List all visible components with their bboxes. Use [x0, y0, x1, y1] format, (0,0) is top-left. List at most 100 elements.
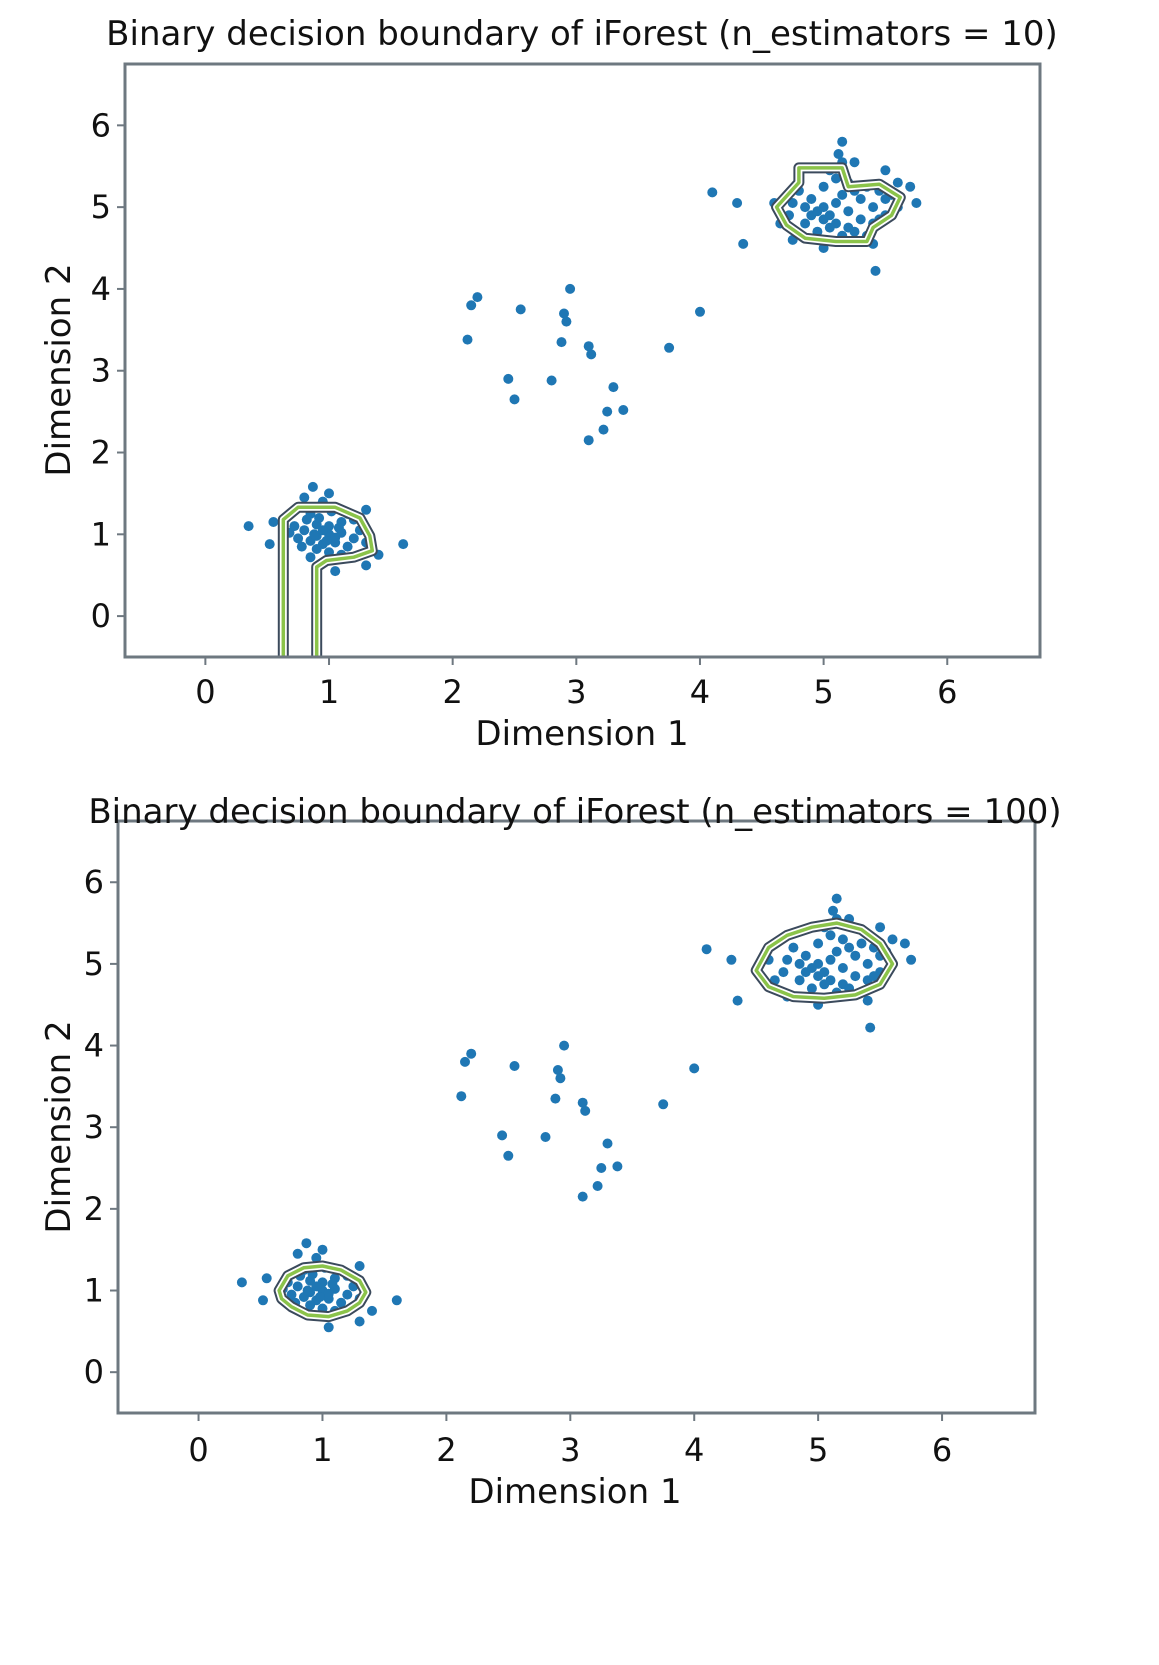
- scatter-point: [299, 525, 310, 536]
- scatter-point: [299, 492, 310, 503]
- scatter-point: [862, 958, 873, 969]
- scatter-point: [787, 198, 798, 208]
- scatter-point: [782, 954, 793, 965]
- scatter-point: [317, 525, 328, 536]
- scatter-point: [462, 334, 473, 345]
- x-tick-label: 0: [188, 1431, 208, 1469]
- x-tick-label: 3: [566, 673, 586, 711]
- scatter-point: [806, 963, 817, 973]
- scatter-point: [689, 1063, 700, 1074]
- scatter-point: [258, 1295, 268, 1306]
- scatter-point: [580, 1105, 591, 1116]
- scatter-point: [305, 1300, 316, 1311]
- scatter-point: [503, 1150, 514, 1161]
- x-tick-label: 3: [560, 1431, 580, 1469]
- scatter-point: [707, 187, 718, 198]
- scatter-point: [899, 938, 910, 949]
- y-tick-label: 4: [91, 270, 111, 308]
- y-tick-label: 3: [91, 352, 111, 390]
- scatter-point: [824, 210, 835, 221]
- scatter-point: [813, 938, 824, 949]
- scatter-point: [314, 513, 325, 523]
- scatter-point: [892, 177, 903, 188]
- scatter-point: [855, 194, 866, 204]
- scatter-point: [302, 1285, 313, 1296]
- scatter-point: [794, 975, 805, 986]
- scatter-point: [292, 1281, 303, 1292]
- x-tick-label: 4: [684, 1431, 704, 1469]
- scatter-point: [833, 149, 844, 159]
- scatter-point: [472, 292, 483, 303]
- y-axis-label: Dimension 2: [39, 1020, 79, 1233]
- scatter-point: [296, 541, 307, 552]
- scatter-point: [788, 942, 799, 953]
- chart-title: Binary decision boundary of iForest (n_e…: [88, 792, 1061, 832]
- y-tick-label: 2: [91, 434, 111, 472]
- scatter-point: [305, 552, 316, 563]
- scatter-point: [317, 1244, 328, 1255]
- scatter-point: [664, 342, 675, 353]
- scatter-point: [466, 1048, 477, 1059]
- decision-boundary: [277, 1264, 368, 1319]
- y-tick-label: 6: [91, 106, 111, 144]
- scatter-point: [315, 1292, 325, 1302]
- y-tick-label: 4: [84, 1027, 104, 1065]
- scatter-point: [906, 954, 917, 965]
- scatter-point: [301, 1238, 312, 1249]
- scatter-point: [831, 946, 842, 957]
- scatter-point: [850, 971, 861, 982]
- scatter-point: [837, 963, 848, 973]
- scatter-point: [695, 306, 705, 317]
- x-tick-label: 1: [312, 1431, 332, 1469]
- scatter-point: [333, 522, 344, 533]
- y-tick-label: 2: [84, 1190, 104, 1228]
- scatter-point: [577, 1097, 588, 1108]
- scatter-point: [855, 214, 866, 225]
- scatter-point: [292, 1248, 303, 1259]
- scatter-point: [561, 316, 572, 327]
- scatter-point: [323, 1288, 334, 1299]
- scatter-point: [843, 206, 854, 217]
- scatter-point: [806, 194, 817, 204]
- scatter-point: [586, 349, 597, 360]
- scatter-point: [540, 1132, 551, 1142]
- decision-boundary: [281, 505, 375, 656]
- scatter-point: [361, 504, 372, 515]
- scatter-point: [778, 967, 789, 978]
- decision-boundary: [754, 921, 895, 1000]
- decision-boundary: [774, 166, 903, 244]
- scatter-point: [398, 539, 409, 550]
- scatter-point: [819, 979, 830, 990]
- chart-top-svg: Binary decision boundary of iForest (n_e…: [39, 14, 1058, 754]
- y-tick-label: 1: [91, 515, 111, 553]
- scatter-point: [264, 539, 275, 550]
- x-tick-label: 5: [808, 1431, 828, 1469]
- y-tick-label: 6: [84, 863, 104, 901]
- scatter-point: [856, 938, 867, 949]
- scatter-point: [592, 1181, 603, 1191]
- scatter-point: [701, 944, 712, 955]
- scatter-point: [456, 1091, 467, 1102]
- scatter-point: [608, 382, 619, 393]
- x-axis-label: Dimension 1: [468, 1472, 681, 1512]
- scatter-point: [732, 995, 743, 1006]
- scatter-point: [850, 950, 861, 961]
- scatter-point: [911, 198, 922, 208]
- scatter-point: [515, 304, 526, 315]
- x-tick-label: 5: [813, 673, 833, 711]
- scatter-point: [905, 181, 916, 192]
- scatter-point: [556, 337, 567, 348]
- scatter-point: [602, 1138, 613, 1149]
- x-tick-label: 2: [442, 673, 462, 711]
- plot-area: [116, 819, 1037, 1415]
- y-tick-label: 1: [84, 1272, 104, 1310]
- plot-content: [243, 136, 922, 656]
- scatter-point: [550, 1093, 561, 1104]
- scatter-point: [268, 517, 279, 527]
- scatter-point: [552, 1065, 563, 1075]
- scatter-point: [828, 905, 838, 916]
- scatter-point: [800, 950, 811, 961]
- scatter-point: [354, 1316, 365, 1327]
- scatter-point: [831, 198, 841, 208]
- scatter-point: [555, 1073, 566, 1084]
